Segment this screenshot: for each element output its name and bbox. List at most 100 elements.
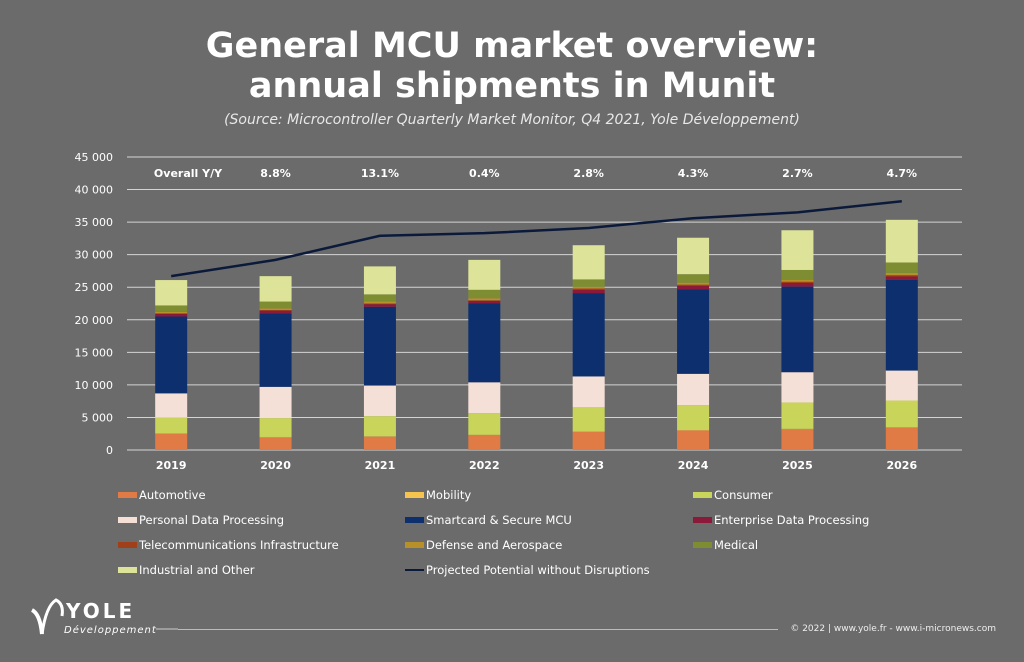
bar-segment-enterprise-data-processing	[781, 282, 814, 287]
bar-segment-automotive	[781, 429, 814, 450]
bar-segment-enterprise-data-processing	[677, 285, 710, 290]
bar-segment-industrial-and-other	[259, 276, 292, 302]
footer-copyright: © 2022 | www.yole.fr - www.i-micronews.c…	[790, 624, 996, 634]
bar-segment-industrial-and-other	[363, 266, 396, 295]
bar-segment-telecommunications-infrastructure	[572, 288, 605, 290]
yoy-value: 4.3%	[678, 167, 709, 180]
bar-segment-industrial-and-other	[781, 230, 814, 270]
bar-segment-personal-data-processing	[677, 373, 710, 406]
chart-subtitle: (Source: Microcontroller Quarterly Marke…	[224, 112, 800, 128]
y-tick-label: 0	[106, 444, 113, 457]
bar-segment-smartcard-secure-mcu	[363, 306, 396, 386]
title-line-1: General MCU market overview:	[205, 26, 819, 66]
bar-segment-medical	[781, 269, 814, 280]
bar-segment-automotive	[885, 427, 918, 450]
legend-swatch	[405, 517, 424, 523]
bar-segment-defense-and-aerospace	[572, 286, 605, 289]
legend-item: Defense and Aerospace	[405, 537, 693, 553]
bar-segment-defense-and-aerospace	[677, 282, 710, 285]
bar-segment-defense-and-aerospace	[781, 279, 814, 282]
bar-segment-industrial-and-other	[468, 259, 501, 290]
y-tick-label: 20 000	[75, 314, 114, 327]
bar-segment-medical	[155, 305, 188, 312]
bar-segment-consumer	[155, 417, 188, 434]
bar-segment-enterprise-data-processing	[259, 310, 292, 314]
bar-segment-enterprise-data-processing	[363, 304, 396, 307]
x-tick-label: 2024	[678, 459, 709, 472]
bar-segment-telecommunications-infrastructure	[468, 300, 501, 301]
y-tick-label: 15 000	[75, 346, 114, 359]
legend-item: Mobility	[405, 487, 693, 503]
bar-segment-industrial-and-other	[572, 245, 605, 280]
bar-segment-automotive	[259, 437, 292, 450]
bar-segment-smartcard-secure-mcu	[781, 286, 814, 373]
bar-segment-consumer	[468, 413, 501, 435]
legend-swatch	[405, 492, 424, 498]
yoy-value: 13.1%	[361, 167, 399, 180]
bar-segment-defense-and-aerospace	[155, 311, 188, 314]
bar-segment-telecommunications-infrastructure	[885, 275, 918, 277]
x-tick-label: 2025	[782, 459, 813, 472]
bar-segment-consumer	[259, 418, 292, 437]
yoy-value: 0.4%	[469, 167, 500, 180]
legend-label: Consumer	[714, 488, 773, 502]
logo-name: YOLE	[65, 599, 135, 623]
bar-segment-smartcard-secure-mcu	[885, 279, 918, 371]
bar-segment-medical	[259, 301, 292, 309]
bar-segment-defense-and-aerospace	[468, 298, 501, 301]
yoy-value: 8.8%	[260, 167, 291, 180]
bar-segment-defense-and-aerospace	[885, 272, 918, 276]
bar-segment-automotive	[468, 435, 501, 450]
bar-segment-telecommunications-infrastructure	[781, 281, 814, 283]
legend-item: Medical	[693, 537, 978, 553]
bar-segment-medical	[677, 274, 710, 283]
legend-swatch	[405, 542, 424, 548]
legend-item: Industrial and Other	[118, 562, 405, 578]
yoy-value: 4.7%	[887, 167, 918, 180]
bar-segment-automotive	[677, 430, 710, 450]
bar-segment-consumer	[885, 400, 918, 428]
y-tick-label: 5 000	[82, 411, 114, 424]
bar-segment-industrial-and-other	[155, 280, 188, 306]
legend-swatch	[118, 492, 137, 498]
x-tick-label: 2020	[260, 459, 291, 472]
bar-segment-enterprise-data-processing	[468, 300, 501, 304]
legend-label: Defense and Aerospace	[426, 538, 563, 552]
bar-segment-smartcard-secure-mcu	[468, 303, 501, 383]
x-tick-label: 2026	[887, 459, 918, 472]
bar-segment-personal-data-processing	[572, 376, 605, 408]
y-tick-label: 30 000	[75, 249, 114, 262]
legend-item: Personal Data Processing	[118, 512, 405, 528]
legend-label: Projected Potential without Disruptions	[426, 563, 650, 577]
yoy-label: Overall Y/Y	[154, 167, 223, 180]
legend-swatch	[118, 517, 137, 523]
bar-segment-smartcard-secure-mcu	[259, 313, 292, 387]
legend-item: Consumer	[693, 487, 978, 503]
bar-segment-smartcard-secure-mcu	[155, 316, 188, 394]
bar-segment-personal-data-processing	[885, 370, 918, 401]
x-tick-label: 2019	[156, 459, 187, 472]
legend-item: Telecommunications Infrastructure	[118, 537, 405, 553]
bar-segment-telecommunications-infrastructure	[677, 284, 710, 286]
legend-label: Automotive	[139, 488, 206, 502]
bar-segment-personal-data-processing	[468, 382, 501, 414]
y-tick-label: 25 000	[75, 281, 114, 294]
legend-label: Enterprise Data Processing	[714, 513, 870, 527]
bar-segment-medical	[885, 262, 918, 273]
yoy-value: 2.8%	[573, 167, 604, 180]
bar-segment-telecommunications-infrastructure	[155, 313, 188, 314]
bar-segment-personal-data-processing	[155, 393, 188, 418]
bar-segment-smartcard-secure-mcu	[677, 289, 710, 374]
bar-segment-enterprise-data-processing	[885, 276, 918, 280]
bar-segment-personal-data-processing	[363, 385, 396, 417]
yole-logo-mark: YOLE Développement	[30, 598, 178, 636]
chart-title: General MCU market overview: annual ship…	[0, 26, 1024, 106]
bar-segment-defense-and-aerospace	[259, 308, 292, 311]
legend-label: Smartcard & Secure MCU	[426, 513, 572, 527]
bar-segment-consumer	[781, 402, 814, 429]
stacked-bar-chart: 0 5 000 10 000 15 000 20 000 25 000 30 000 35 0…	[75, 151, 962, 472]
title-line-2: annual shipments in Munit	[248, 66, 776, 106]
bar-segment-enterprise-data-processing	[572, 289, 605, 294]
legend-item: Enterprise Data Processing	[693, 512, 978, 528]
x-tick-label: 2022	[469, 459, 500, 472]
